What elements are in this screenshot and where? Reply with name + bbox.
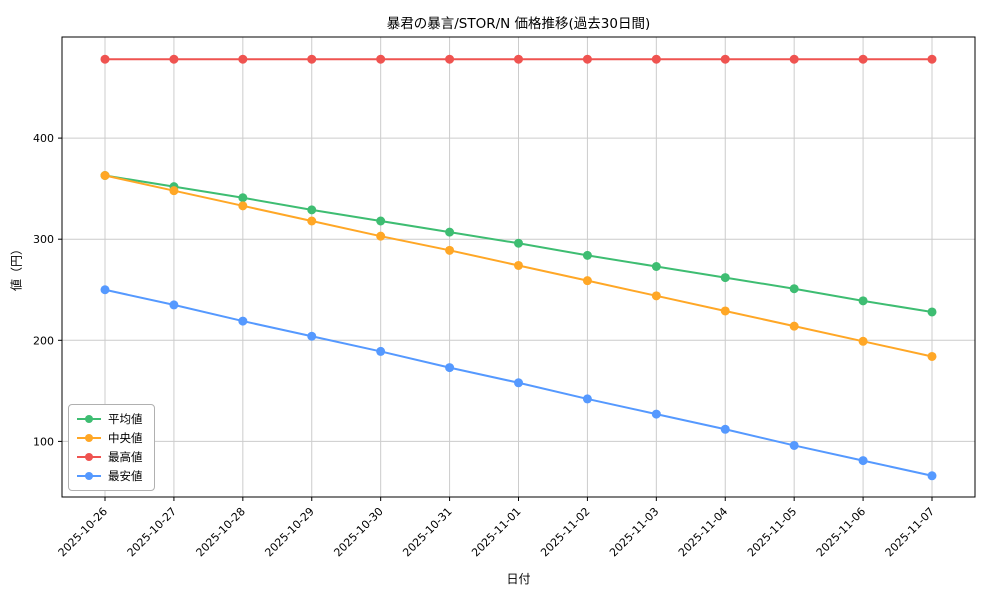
legend-label: 最安値 — [108, 469, 143, 483]
data-point-最安値 — [582, 394, 592, 404]
y-tick-label: 100 — [33, 435, 54, 448]
data-point-平均値 — [514, 238, 523, 248]
data-point-中央値 — [445, 245, 455, 255]
data-point-平均値 — [238, 193, 248, 203]
data-point-最安値 — [376, 346, 386, 356]
x-tick-label: 2025-10-31 — [400, 505, 454, 559]
data-point-最高値 — [514, 54, 523, 64]
data-point-最安値 — [100, 285, 110, 295]
data-point-平均値 — [651, 261, 661, 271]
data-point-平均値 — [582, 250, 592, 260]
data-point-中央値 — [238, 201, 248, 211]
data-point-中央値 — [376, 231, 386, 241]
data-point-最高値 — [927, 54, 937, 64]
data-point-平均値 — [720, 273, 730, 283]
data-point-中央値 — [514, 260, 523, 270]
data-point-最安値 — [514, 378, 523, 388]
legend-item-median: 中央値 — [77, 431, 143, 445]
x-tick-label: 2025-11-06 — [814, 505, 868, 559]
data-point-平均値 — [307, 205, 317, 215]
legend-label: 中央値 — [108, 431, 143, 445]
data-point-最高値 — [858, 54, 868, 64]
x-tick-label: 2025-10-26 — [56, 505, 110, 559]
data-point-中央値 — [720, 306, 730, 316]
legend-item-min: 最安値 — [77, 469, 143, 483]
legend-marker-icon — [85, 472, 93, 480]
x-tick-label: 2025-11-04 — [676, 505, 730, 559]
legend-swatch — [77, 471, 101, 481]
data-point-最安値 — [651, 409, 661, 419]
data-point-中央値 — [927, 351, 937, 361]
legend-swatch — [77, 452, 101, 462]
data-point-中央値 — [789, 321, 799, 331]
data-point-最高値 — [651, 54, 661, 64]
data-point-最高値 — [238, 54, 248, 64]
data-point-最高値 — [307, 54, 317, 64]
y-tick-label: 200 — [33, 334, 54, 347]
x-tick-label: 2025-11-01 — [469, 505, 523, 559]
data-point-最安値 — [720, 424, 730, 434]
x-axis-label: 日付 — [506, 572, 531, 586]
data-point-中央値 — [307, 216, 317, 226]
data-point-最安値 — [858, 456, 868, 466]
data-point-最高値 — [169, 54, 179, 64]
data-point-最高値 — [445, 54, 455, 64]
legend-label: 最高値 — [108, 450, 143, 464]
data-point-最高値 — [100, 54, 110, 64]
x-tick-label: 2025-11-05 — [745, 505, 799, 559]
x-tick-label: 2025-11-03 — [607, 505, 661, 559]
data-point-最高値 — [789, 54, 799, 64]
data-point-最安値 — [789, 440, 799, 450]
data-point-中央値 — [858, 336, 868, 346]
data-point-平均値 — [445, 227, 455, 237]
data-point-平均値 — [789, 284, 799, 294]
x-tick-label: 2025-10-27 — [125, 505, 179, 559]
data-point-中央値 — [582, 276, 592, 286]
data-point-平均値 — [927, 307, 937, 317]
data-point-最安値 — [307, 331, 317, 341]
data-point-中央値 — [169, 186, 179, 196]
data-point-平均値 — [858, 296, 868, 306]
legend-label: 平均値 — [108, 412, 143, 426]
data-point-最高値 — [582, 54, 592, 64]
legend-marker-icon — [85, 453, 93, 461]
x-tick-label: 2025-10-28 — [194, 505, 248, 559]
x-tick-label: 2025-11-02 — [538, 505, 592, 559]
legend-swatch — [77, 414, 101, 424]
legend-marker-icon — [85, 415, 93, 423]
data-point-最高値 — [376, 54, 386, 64]
chart-title: 暴君の暴言/STOR/N 価格推移(過去30日間) — [386, 16, 651, 32]
y-tick-label: 400 — [33, 132, 54, 145]
x-tick-label: 2025-10-30 — [331, 505, 385, 559]
data-point-最安値 — [169, 300, 179, 310]
data-point-最安値 — [445, 363, 455, 373]
legend-item-max: 最高値 — [77, 450, 143, 464]
data-point-中央値 — [651, 291, 661, 301]
legend-item-average: 平均値 — [77, 412, 143, 426]
legend: 平均値 中央値 最高値 最安値 — [68, 404, 155, 491]
data-point-中央値 — [100, 171, 110, 181]
legend-marker-icon — [85, 434, 93, 442]
x-tick-label: 2025-10-29 — [262, 505, 316, 559]
legend-swatch — [77, 433, 101, 443]
y-tick-label: 300 — [33, 233, 54, 246]
data-point-平均値 — [376, 216, 386, 226]
data-point-最高値 — [720, 54, 730, 64]
data-point-最安値 — [927, 471, 937, 481]
data-point-最安値 — [238, 316, 248, 326]
x-tick-label: 2025-11-07 — [883, 505, 937, 559]
